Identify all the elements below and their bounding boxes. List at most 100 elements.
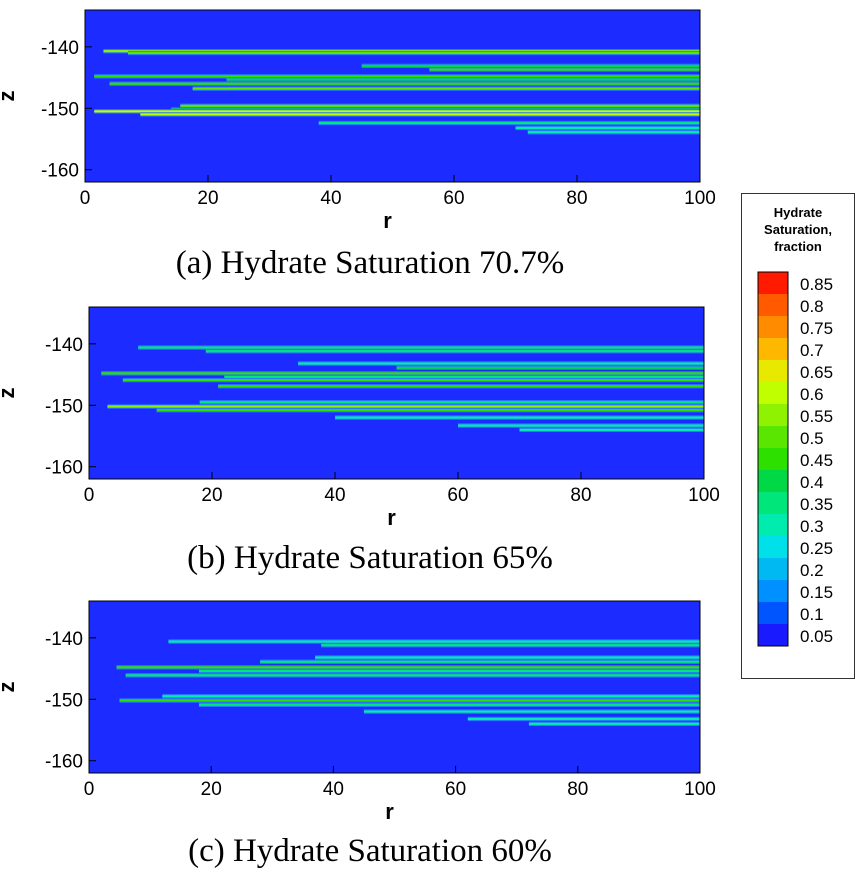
- colorbar-label-0: 0.85: [800, 275, 833, 294]
- y-axis-label-c: z: [0, 682, 19, 693]
- x-tick-label-c-40: 40: [323, 779, 344, 800]
- layer-b-4: [101, 372, 705, 375]
- colorbar-swatch-2: [758, 316, 788, 338]
- colorbar-swatch-3: [758, 338, 788, 360]
- layer-a-1: [128, 51, 701, 55]
- y-tick-label-a--150: -150: [41, 99, 79, 120]
- x-tick-label-b-100: 100: [688, 485, 720, 506]
- layer-a-7: [192, 87, 700, 90]
- layer-b-11: [335, 416, 704, 419]
- layer-c-0: [168, 640, 700, 643]
- layer-c-9: [198, 703, 701, 706]
- x-axis-label-c: r: [385, 799, 394, 824]
- y-tick-label-a--140: -140: [41, 38, 79, 59]
- colorbar-label-13: 0.2: [800, 561, 824, 580]
- x-tick-label-a-20: 20: [197, 188, 218, 209]
- layer-c-12: [528, 722, 700, 725]
- panel-b: 0 20 40 60 80 100 -140 -150 -160 r z (b) Hydrate S…: [0, 295, 740, 590]
- x-tick-label-b-60: 60: [447, 485, 468, 506]
- colorbar-label-5: 0.6: [800, 385, 824, 404]
- plot-area-a: [85, 10, 700, 182]
- y-tick-label-c--150: -150: [45, 690, 83, 711]
- y-tick-label-c--160: -160: [45, 752, 83, 773]
- colorbar-swatch-15: [758, 602, 788, 624]
- y-axis-label-a: z: [0, 91, 19, 102]
- y-tick-label-a--160: -160: [41, 161, 79, 182]
- layer-b-7: [218, 385, 704, 388]
- y-tick-label-b--160: -160: [45, 458, 83, 479]
- layer-a-14: [527, 131, 700, 134]
- layer-c-6: [125, 674, 700, 677]
- colorbar-swatch-14: [758, 580, 788, 602]
- x-tick-label-b-20: 20: [201, 485, 222, 506]
- colorbar-swatch-0: [758, 272, 788, 294]
- layer-b-6: [122, 379, 704, 382]
- colorbar-swatch-11: [758, 514, 788, 536]
- plot-frame-a: [84, 9, 701, 183]
- panel-c: 0 20 40 60 80 100 -140 -150 -160 r z (c) Hydrate S…: [0, 588, 740, 877]
- layer-c-2: [315, 656, 700, 659]
- layer-a-12: [318, 121, 700, 125]
- legend-title-line-2: Saturation,: [764, 222, 832, 237]
- y-tick-label-b--150: -150: [45, 396, 83, 417]
- layer-a-11: [140, 113, 701, 116]
- x-tick-label-c-60: 60: [445, 779, 466, 800]
- colorbar-swatch-4: [758, 360, 788, 382]
- x-tick-label-b-80: 80: [570, 485, 591, 506]
- caption-b: (b) Hydrate Saturation 65%: [187, 540, 553, 576]
- legend-title-line-1: Hydrate: [773, 205, 823, 220]
- layer-c-7: [162, 695, 700, 698]
- plot-frame-c: [88, 600, 701, 774]
- colorbar-swatch-8: [758, 448, 788, 470]
- colorbar-label-12: 0.25: [800, 539, 833, 558]
- colorbar-swatch-5: [758, 382, 788, 404]
- colorbar-label-10: 0.35: [800, 495, 833, 514]
- layer-c-10: [363, 710, 700, 713]
- colorbar-label-2: 0.75: [800, 319, 833, 338]
- layer-c-3: [260, 660, 700, 663]
- panel-a: 0 20 40 60 80 100 -140 -150 -160 r z (a) Hydrate S…: [0, 0, 740, 295]
- colorbar-label-16: 0.05: [800, 627, 833, 646]
- x-tick-label-c-80: 80: [567, 779, 588, 800]
- layer-b-2: [298, 362, 704, 365]
- x-tick-label-b-0: 0: [84, 485, 95, 506]
- layer-b-1: [205, 350, 704, 353]
- colorbar-swatch-9: [758, 470, 788, 492]
- layer-b-10: [156, 409, 704, 412]
- colorbar-label-11: 0.3: [800, 517, 824, 536]
- colorbar-label-9: 0.4: [800, 473, 824, 492]
- x-tick-label-a-80: 80: [566, 188, 587, 209]
- x-axis-label-b: r: [387, 505, 396, 530]
- x-tick-label-a-0: 0: [80, 188, 91, 209]
- y-tick-label-b--140: -140: [45, 335, 83, 356]
- layer-c-11: [467, 717, 700, 721]
- x-tick-label-c-100: 100: [684, 779, 716, 800]
- legend-title-line-3: fraction: [774, 239, 822, 254]
- caption-c: (c) Hydrate Saturation 60%: [188, 833, 552, 869]
- heatmap-chart-a: 0 20 40 60 80 100 -140 -150 -160 r z: [0, 9, 716, 233]
- colorbar-label-4: 0.65: [800, 363, 833, 382]
- plot-frame-b: [88, 306, 705, 480]
- x-tick-label-c-20: 20: [201, 779, 222, 800]
- colorbar-swatch-12: [758, 536, 788, 558]
- x-tick-label-c-0: 0: [84, 779, 95, 800]
- heatmap-chart-c: 0 20 40 60 80 100 -140 -150 -160 r z: [0, 600, 716, 824]
- colorbar-swatch-13: [758, 558, 788, 580]
- layer-c-4: [116, 666, 701, 669]
- layer-c-8: [119, 699, 701, 702]
- layer-c-1: [321, 644, 700, 647]
- caption-a: (a) Hydrate Saturation 70.7%: [175, 245, 565, 281]
- colorbar-label-7: 0.5: [800, 429, 824, 448]
- y-axis-label-b: z: [0, 388, 19, 399]
- colorbar-swatch-16: [758, 624, 788, 646]
- y-tick-label-c--140: -140: [45, 629, 83, 650]
- colorbar-label-14: 0.15: [800, 583, 833, 602]
- layer-a-4: [94, 75, 701, 78]
- colorbar: 0.85 0.8 0.75 0.7 0.65 0.6 0.55 0.5 0.45 0.4 0.35 0…: [757, 271, 833, 647]
- x-tick-label-b-40: 40: [324, 485, 345, 506]
- x-tick-label-a-100: 100: [684, 188, 716, 209]
- layer-c-5: [198, 669, 701, 673]
- plot-area-b: [89, 307, 704, 479]
- layer-b-12: [458, 424, 704, 427]
- x-tick-label-a-60: 60: [443, 188, 464, 209]
